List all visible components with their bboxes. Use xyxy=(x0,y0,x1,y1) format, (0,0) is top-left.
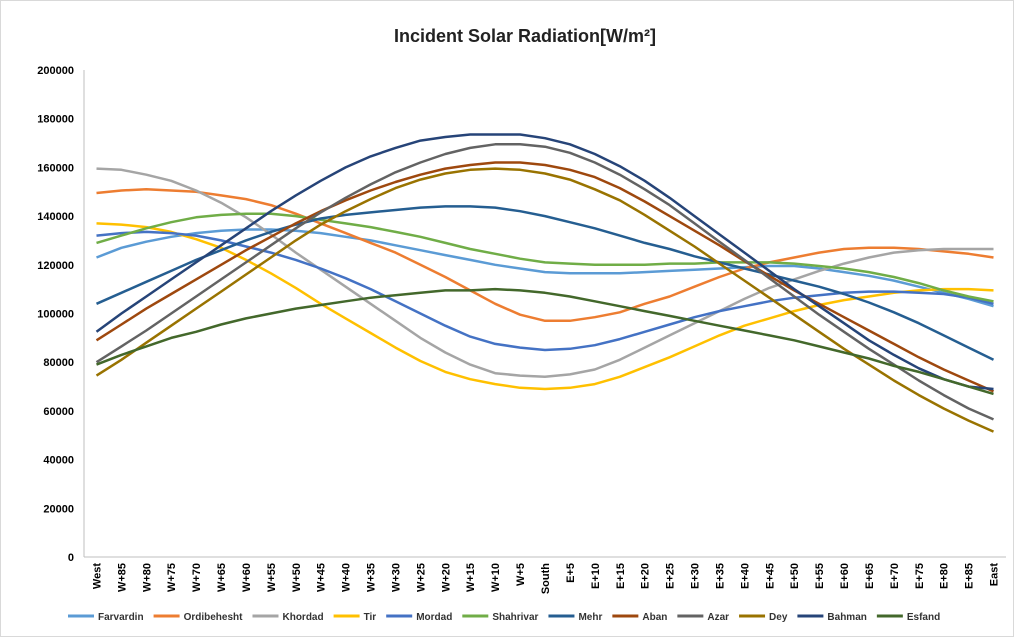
legend-label: Aban xyxy=(642,612,667,623)
series-line xyxy=(95,205,995,361)
y-tick-label: 20000 xyxy=(43,503,74,515)
x-tick-label: W+5 xyxy=(515,563,527,586)
x-tick-label: E+80 xyxy=(939,563,951,589)
series-line xyxy=(95,167,995,433)
y-tick-label: 120000 xyxy=(37,260,74,272)
x-tick-label: E+70 xyxy=(889,563,901,589)
y-tick-label: 40000 xyxy=(43,455,74,467)
x-tick-label: W+75 xyxy=(166,563,178,592)
x-tick-label: W+65 xyxy=(216,563,228,592)
x-tick-label: W+55 xyxy=(266,563,278,592)
x-tick-label: W+20 xyxy=(440,563,452,592)
legend-label: Khordad xyxy=(282,612,323,623)
x-tick-label: E+15 xyxy=(615,563,627,589)
legend-label: Shahrivar xyxy=(492,612,538,623)
x-tick-label: E+35 xyxy=(714,563,726,589)
y-tick-label: 0 xyxy=(68,552,74,564)
x-tick-label: E+5 xyxy=(565,563,577,583)
legend-label: Dey xyxy=(769,612,788,623)
x-tick-label: E+65 xyxy=(864,563,876,589)
x-tick-label: W+30 xyxy=(390,563,402,592)
legend-label: Ordibehesht xyxy=(184,612,244,623)
x-tick-label: E+40 xyxy=(739,563,751,589)
y-tick-label: 140000 xyxy=(37,211,74,223)
x-tick-label: E+25 xyxy=(665,563,677,589)
x-tick-label: W+40 xyxy=(341,563,353,592)
x-tick-label: E+60 xyxy=(839,563,851,589)
x-tick-label: South xyxy=(540,563,552,594)
x-tick-label: E+20 xyxy=(640,563,652,589)
legend-label: Esfand xyxy=(907,612,940,623)
y-tick-label: 180000 xyxy=(37,114,74,126)
x-tick-label: W+45 xyxy=(316,563,328,592)
x-tick-label: E+30 xyxy=(690,563,702,589)
legend-label: Tir xyxy=(364,612,377,623)
series-line xyxy=(95,143,995,421)
x-tick-label: E+75 xyxy=(914,563,926,589)
x-tick-label: W+60 xyxy=(241,563,253,592)
legend-label: Mordad xyxy=(416,612,452,623)
x-tick-label: W+70 xyxy=(191,563,203,592)
x-tick-label: W+25 xyxy=(415,563,427,592)
series-line xyxy=(96,188,994,323)
series-line xyxy=(96,167,994,379)
x-tick-label: W+80 xyxy=(141,563,153,592)
y-tick-label: 60000 xyxy=(43,406,74,418)
series-line xyxy=(95,161,995,393)
x-tick-label: W+85 xyxy=(116,563,128,592)
legend-label: Azar xyxy=(707,612,729,623)
x-tick-label: E+10 xyxy=(590,563,602,589)
legend-label: Bahman xyxy=(827,612,866,623)
y-tick-label: 200000 xyxy=(37,65,74,77)
x-tick-label: E+85 xyxy=(964,563,976,589)
x-tick-label: East xyxy=(989,563,1001,587)
series-line xyxy=(96,287,994,396)
x-tick-label: W+50 xyxy=(291,563,303,592)
y-tick-label: 100000 xyxy=(37,309,74,321)
x-tick-label: W+15 xyxy=(465,563,477,592)
legend-label: Farvardin xyxy=(98,612,144,623)
y-tick-label: 160000 xyxy=(37,162,74,174)
series-line xyxy=(96,212,994,303)
x-tick-label: W+10 xyxy=(490,563,502,592)
x-tick-label: E+45 xyxy=(764,563,776,589)
y-tick-label: 80000 xyxy=(43,357,74,369)
series-line xyxy=(96,222,994,391)
x-tick-label: West xyxy=(91,563,103,589)
x-tick-label: E+55 xyxy=(814,563,826,589)
legend-label: Mehr xyxy=(578,612,602,623)
x-tick-label: E+50 xyxy=(789,563,801,589)
series-line xyxy=(95,133,994,391)
x-tick-label: W+35 xyxy=(366,563,378,592)
chart-title: Incident Solar Radiation[W/m²] xyxy=(394,26,656,46)
